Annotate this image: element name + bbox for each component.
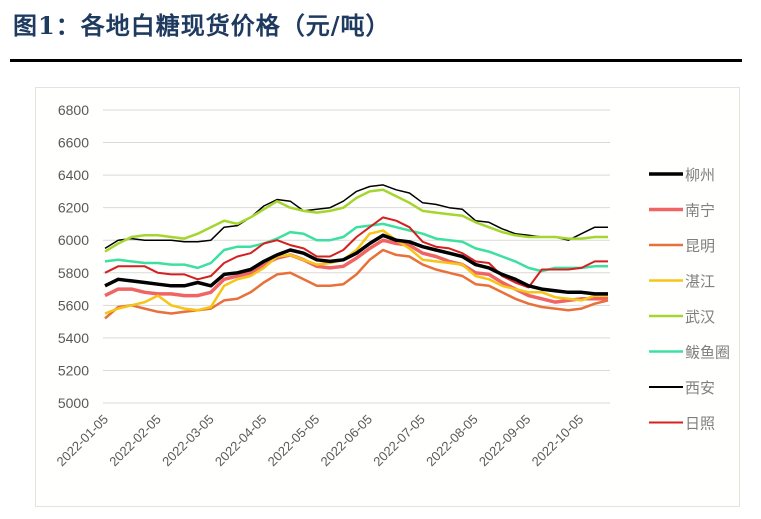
series-lines <box>104 184 609 320</box>
figure-title: 图1：各地白糖现货价格（元/吨） <box>13 11 391 40</box>
legend-label: 湛江 <box>685 273 715 291</box>
y-tick-label: 5600 <box>58 297 89 313</box>
y-tick-label: 5800 <box>58 265 89 281</box>
y-tick-label: 5000 <box>58 395 89 411</box>
y-tick-label: 5200 <box>58 362 89 378</box>
series-line <box>104 216 608 289</box>
legend-label: 武汉 <box>685 308 715 326</box>
x-tick-label: 2022-01-05 <box>53 412 111 470</box>
x-tick-label: 2022-10-05 <box>529 412 587 470</box>
series-line <box>104 233 608 296</box>
legend-label: 日照 <box>685 415 715 433</box>
x-tick-label: 2022-04-05 <box>212 412 270 470</box>
x-axis: 2022-01-052022-02-052022-03-052022-04-05… <box>53 412 586 470</box>
series-line <box>104 188 608 253</box>
y-axis: 5000 5200 5400 5600 5800 6000 6200 6400 6600 6800 <box>58 102 89 411</box>
y-tick-label: 6000 <box>58 232 89 248</box>
x-tick-label: 2022-05-05 <box>265 412 323 470</box>
series-line <box>104 238 608 304</box>
gridlines <box>103 109 610 404</box>
legend-label: 西安 <box>685 379 715 397</box>
y-tick-label: 6800 <box>58 102 89 118</box>
x-tick-label: 2022-02-05 <box>106 412 164 470</box>
title-divider <box>10 59 742 62</box>
legend-label: 南宁 <box>685 202 715 220</box>
series-line <box>104 229 608 315</box>
x-tick-label: 2022-07-05 <box>370 412 428 470</box>
x-tick-label: 2022-09-05 <box>476 412 534 470</box>
x-tick-label: 2022-08-05 <box>423 412 481 470</box>
series-line <box>104 248 609 320</box>
y-tick-label: 6200 <box>58 200 89 216</box>
series-line <box>104 184 608 250</box>
x-tick-label: 2022-06-05 <box>317 412 375 470</box>
legend-label: 柳州 <box>685 166 715 184</box>
legend-label: 鲅鱼圈 <box>685 344 730 362</box>
y-tick-label: 6600 <box>58 135 89 151</box>
legend-label: 昆明 <box>685 237 715 255</box>
x-tick-label: 2022-03-05 <box>159 412 217 470</box>
y-tick-label: 6400 <box>58 167 89 183</box>
series-line <box>104 222 608 273</box>
y-tick-label: 5400 <box>58 330 89 346</box>
